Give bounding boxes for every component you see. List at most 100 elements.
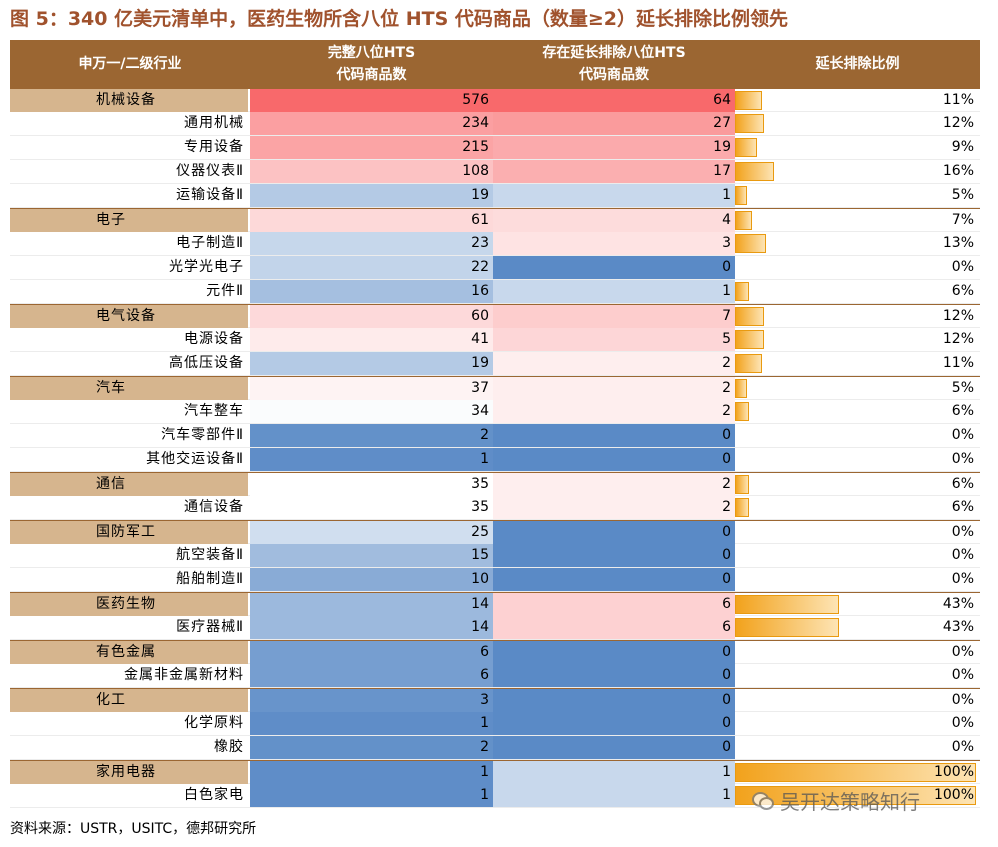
extended-hts-count: 2 bbox=[493, 496, 735, 519]
extension-ratio-value: 0% bbox=[951, 259, 974, 275]
ratio-bar bbox=[735, 211, 752, 230]
industry-level2-label: 船舶制造Ⅱ bbox=[176, 571, 244, 587]
extension-ratio-value: 0% bbox=[951, 644, 974, 660]
total-hts-count: 37 bbox=[250, 377, 493, 400]
data-table: 申万一/二级行业 完整八位HTS 代码商品数 存在延长排除八位HTS 代码商品数… bbox=[10, 40, 980, 808]
source-note: 资料来源：USTR，USITC，德邦研究所 bbox=[10, 821, 257, 837]
total-hts-count: 1 bbox=[250, 761, 493, 784]
extended-hts-count: 64 bbox=[493, 89, 735, 112]
table-row: 航空装备Ⅱ 15 0 0% bbox=[10, 544, 980, 568]
total-hts-count: 19 bbox=[250, 184, 493, 207]
total-hts-count: 35 bbox=[250, 473, 493, 496]
industry-level2-label: 元件Ⅱ bbox=[206, 283, 244, 299]
industry-level2-label: 仪器仪表Ⅱ bbox=[176, 163, 244, 179]
table-row: 金属非金属新材料 6 0 0% bbox=[10, 664, 980, 688]
extension-ratio-value: 7% bbox=[951, 212, 974, 228]
extended-hts-count: 17 bbox=[493, 160, 735, 183]
extended-hts-count: 1 bbox=[493, 784, 735, 807]
ratio-bar bbox=[735, 138, 757, 157]
extension-ratio-value: 0% bbox=[951, 571, 974, 587]
total-hts-count: 1 bbox=[250, 784, 493, 807]
industry-level1-label: 家用电器 bbox=[10, 761, 248, 784]
total-hts-count: 215 bbox=[250, 136, 493, 159]
total-hts-count: 22 bbox=[250, 256, 493, 279]
extended-hts-count: 4 bbox=[493, 209, 735, 232]
total-hts-count: 6 bbox=[250, 664, 493, 687]
industry-level1-label: 汽车 bbox=[10, 377, 248, 400]
industry-level2-label: 航空装备Ⅱ bbox=[176, 547, 244, 563]
extension-ratio-value: 0% bbox=[951, 715, 974, 731]
table-row: 化工 3 0 0% bbox=[10, 688, 980, 712]
extension-ratio-value: 11% bbox=[942, 92, 974, 108]
extension-ratio-value: 5% bbox=[951, 187, 974, 203]
wechat-icon bbox=[752, 791, 774, 810]
ratio-bar bbox=[735, 379, 748, 398]
extended-hts-count: 0 bbox=[493, 664, 735, 687]
table-header: 申万一/二级行业 完整八位HTS 代码商品数 存在延长排除八位HTS 代码商品数… bbox=[10, 40, 980, 88]
extension-ratio-value: 12% bbox=[942, 331, 974, 347]
total-hts-count: 16 bbox=[250, 280, 493, 303]
table-row: 橡胶 2 0 0% bbox=[10, 736, 980, 760]
table-row: 光学光电子 22 0 0% bbox=[10, 256, 980, 280]
extension-ratio-value: 0% bbox=[951, 739, 974, 755]
extension-ratio-value: 0% bbox=[951, 451, 974, 467]
table-row: 高低压设备 19 2 11% bbox=[10, 352, 980, 376]
extended-hts-count: 0 bbox=[493, 568, 735, 591]
watermark: 吴开达策略知行 bbox=[752, 786, 920, 815]
industry-level1-label: 国防军工 bbox=[10, 521, 248, 544]
extension-ratio-value: 6% bbox=[951, 499, 974, 515]
industry-level1-label: 电子 bbox=[10, 209, 248, 232]
industry-level2-label: 金属非金属新材料 bbox=[124, 667, 244, 683]
ratio-bar bbox=[735, 354, 762, 373]
table-row: 船舶制造Ⅱ 10 0 0% bbox=[10, 568, 980, 592]
table-row: 通信 35 2 6% bbox=[10, 472, 980, 496]
extension-ratio-value: 13% bbox=[942, 235, 974, 251]
extended-hts-count: 7 bbox=[493, 305, 735, 328]
extended-hts-count: 19 bbox=[493, 136, 735, 159]
ratio-bar bbox=[735, 475, 750, 494]
extension-ratio-value: 9% bbox=[951, 139, 974, 155]
table-row: 家用电器 1 1 100% bbox=[10, 760, 980, 784]
extended-hts-count: 0 bbox=[493, 712, 735, 735]
industry-level1-label: 医药生物 bbox=[10, 593, 248, 616]
industry-level1-label: 有色金属 bbox=[10, 641, 248, 664]
industry-level2-label: 高低压设备 bbox=[169, 355, 244, 371]
industry-level2-label: 橡胶 bbox=[214, 739, 244, 755]
table-row: 元件Ⅱ 16 1 6% bbox=[10, 280, 980, 304]
extended-hts-count: 2 bbox=[493, 352, 735, 375]
total-hts-count: 14 bbox=[250, 593, 493, 616]
extended-hts-count: 1 bbox=[493, 184, 735, 207]
extended-hts-count: 5 bbox=[493, 328, 735, 351]
table-row: 专用设备 215 19 9% bbox=[10, 136, 980, 160]
total-hts-count: 61 bbox=[250, 209, 493, 232]
header-total-hts: 完整八位HTS 代码商品数 bbox=[327, 45, 416, 83]
table-row: 电子制造Ⅱ 23 3 13% bbox=[10, 232, 980, 256]
table-row: 电源设备 41 5 12% bbox=[10, 328, 980, 352]
extension-ratio-value: 0% bbox=[951, 547, 974, 563]
total-hts-count: 25 bbox=[250, 521, 493, 544]
extension-ratio-value: 6% bbox=[951, 476, 974, 492]
industry-level2-label: 电源设备 bbox=[184, 331, 244, 347]
header-extended-hts: 存在延长排除八位HTS 代码商品数 bbox=[542, 45, 686, 83]
extended-hts-count: 27 bbox=[493, 112, 735, 135]
ratio-bar bbox=[735, 595, 839, 614]
extended-hts-count: 0 bbox=[493, 689, 735, 712]
industry-level2-label: 汽车整车 bbox=[184, 403, 244, 419]
extended-hts-count: 1 bbox=[493, 761, 735, 784]
table-row: 机械设备 576 64 11% bbox=[10, 88, 980, 112]
total-hts-count: 10 bbox=[250, 568, 493, 591]
ratio-bar bbox=[735, 91, 762, 110]
ratio-bar bbox=[735, 402, 750, 421]
table-row: 通信设备 35 2 6% bbox=[10, 496, 980, 520]
ratio-bar bbox=[735, 282, 750, 301]
ratio-bar bbox=[735, 114, 764, 133]
extended-hts-count: 1 bbox=[493, 280, 735, 303]
total-hts-count: 14 bbox=[250, 616, 493, 639]
ratio-bar bbox=[735, 307, 764, 326]
total-hts-count: 234 bbox=[250, 112, 493, 135]
header-extension-ratio: 延长排除比例 bbox=[815, 56, 900, 72]
industry-level2-label: 白色家电 bbox=[184, 787, 244, 803]
watermark-text: 吴开达策略知行 bbox=[780, 790, 920, 814]
total-hts-count: 3 bbox=[250, 689, 493, 712]
industry-level1-label: 机械设备 bbox=[10, 89, 248, 112]
